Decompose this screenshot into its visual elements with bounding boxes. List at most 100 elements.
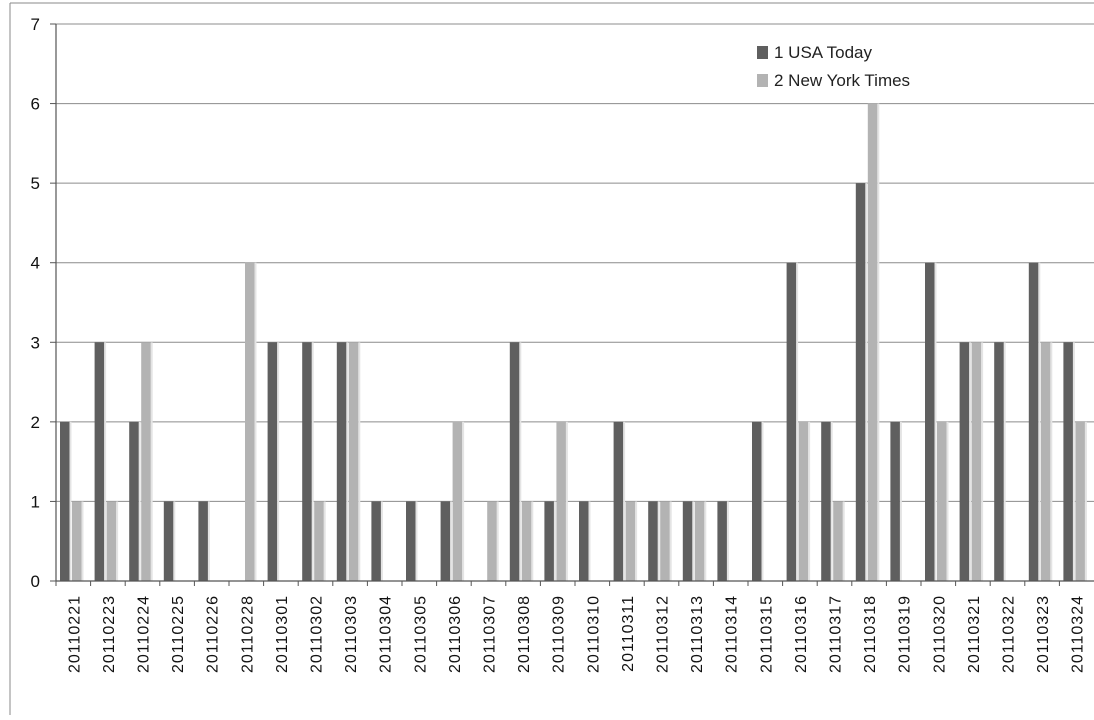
y-tick-label: 4 [31, 254, 40, 273]
legend-label-new-york-times: 2 New York Times [774, 71, 910, 90]
bar-usa-today [579, 501, 589, 581]
bar-usa-today [129, 421, 139, 581]
y-tick-label: 5 [31, 174, 40, 193]
x-tick-label: 20110322 [1001, 595, 1018, 673]
bar-highlight [726, 501, 729, 581]
bar-highlight [346, 342, 349, 581]
bar-highlight [796, 262, 799, 581]
bar-highlight [116, 501, 119, 581]
legend-label-usa-today: 1 USA Today [774, 43, 872, 62]
bar-usa-today [648, 501, 658, 581]
bar-highlight [69, 421, 72, 581]
bar-usa-today [613, 421, 624, 581]
bar-highlight [450, 501, 453, 581]
x-tick-label: 20110306 [447, 595, 464, 673]
bar-new-york-times [625, 501, 636, 581]
bar-highlight [704, 501, 707, 581]
bar-usa-today [752, 421, 762, 581]
bar-new-york-times [348, 342, 359, 581]
axis-layer: 0 1 2 3 4 5 6 7 20110221 20110223 20110224 20110225… [31, 15, 1094, 673]
bar-usa-today [959, 342, 970, 581]
bar-highlight [323, 501, 326, 581]
bar-usa-today [544, 501, 554, 581]
bar-highlight [531, 501, 534, 581]
bar-highlight [553, 501, 556, 581]
bar-new-york-times [833, 501, 843, 581]
bar-highlight [865, 183, 868, 581]
x-tick-label: 20110228 [239, 595, 256, 673]
bar-new-york-times [106, 501, 117, 581]
bar-highlight [150, 342, 153, 581]
bar-highlight [380, 501, 383, 581]
bar-usa-today [336, 342, 347, 581]
bar-highlight [808, 421, 811, 581]
x-tick-label: 20110226 [205, 595, 222, 673]
bar-usa-today [163, 501, 174, 581]
bar-usa-today [371, 501, 381, 581]
bar-new-york-times [245, 262, 255, 581]
bar-new-york-times [452, 421, 463, 581]
x-tick-label: 20110223 [101, 595, 118, 673]
bar-usa-today [302, 342, 312, 581]
bar-usa-today [821, 421, 831, 581]
x-tick-label: 20110312 [655, 595, 672, 673]
bar-highlight [761, 421, 764, 581]
x-tick-label: 20110318 [862, 595, 879, 673]
bar-highlight [462, 421, 465, 581]
bar-usa-today [198, 501, 208, 581]
bar-usa-today [717, 501, 727, 581]
grid-layer [9, 2, 1094, 715]
bar-highlight [981, 342, 984, 581]
y-tick-label: 7 [31, 15, 40, 34]
bar-highlight [173, 501, 176, 581]
x-tick-label: 20110301 [274, 595, 291, 673]
bar-highlight [623, 421, 626, 581]
bar-usa-today [855, 183, 866, 581]
x-tick-label: 20110304 [378, 595, 395, 673]
bar-highlight [1072, 342, 1075, 581]
x-tick-label: 20110221 [66, 595, 83, 673]
bar-highlight [934, 262, 937, 581]
x-tick-label: 20110224 [136, 595, 153, 673]
bar-highlight [1003, 342, 1006, 581]
bar-highlight [657, 501, 660, 581]
bar-usa-today [267, 342, 278, 581]
bar-new-york-times [1075, 421, 1085, 581]
bar-usa-today [786, 262, 797, 581]
bar-highlight [496, 501, 499, 581]
legend: 1 USA Today 2 New York Times [757, 43, 910, 90]
legend-swatch-new-york-times [757, 74, 768, 87]
bar-new-york-times [556, 421, 566, 581]
y-tick-label: 0 [31, 572, 40, 591]
x-tick-label: 20110316 [793, 595, 810, 673]
bar-highlight [877, 103, 880, 582]
bar-new-york-times [694, 501, 705, 581]
x-tick-label: 20110305 [412, 595, 429, 673]
bar-highlight [311, 342, 314, 581]
legend-swatch-usa-today [757, 46, 768, 59]
y-tick-label: 3 [31, 333, 40, 352]
bar-highlight [588, 501, 591, 581]
y-tick-label: 6 [31, 95, 40, 114]
bar-usa-today [509, 342, 520, 581]
bar-highlight [842, 501, 845, 581]
x-tick-label: 20110323 [1035, 595, 1052, 673]
bar-highlight [277, 342, 280, 581]
x-tick-label: 20110311 [620, 595, 637, 672]
bar-new-york-times [141, 342, 151, 581]
bar-usa-today [682, 501, 693, 581]
bar-new-york-times [660, 501, 670, 581]
x-tick-label: 20110309 [551, 595, 568, 673]
bar-highlight [358, 342, 361, 581]
x-tick-label: 20110314 [724, 595, 741, 673]
bar-highlight [1084, 421, 1087, 581]
bar-new-york-times [487, 501, 497, 581]
bar-highlight [415, 501, 418, 581]
bar-highlight [969, 342, 972, 581]
bar-highlight [899, 421, 902, 581]
x-tick-label: 20110307 [482, 595, 499, 673]
bar-highlight [692, 501, 695, 581]
bar-layer [60, 103, 1087, 582]
x-tick-label: 20110315 [758, 595, 775, 673]
x-tick-label: 20110324 [1070, 595, 1087, 673]
